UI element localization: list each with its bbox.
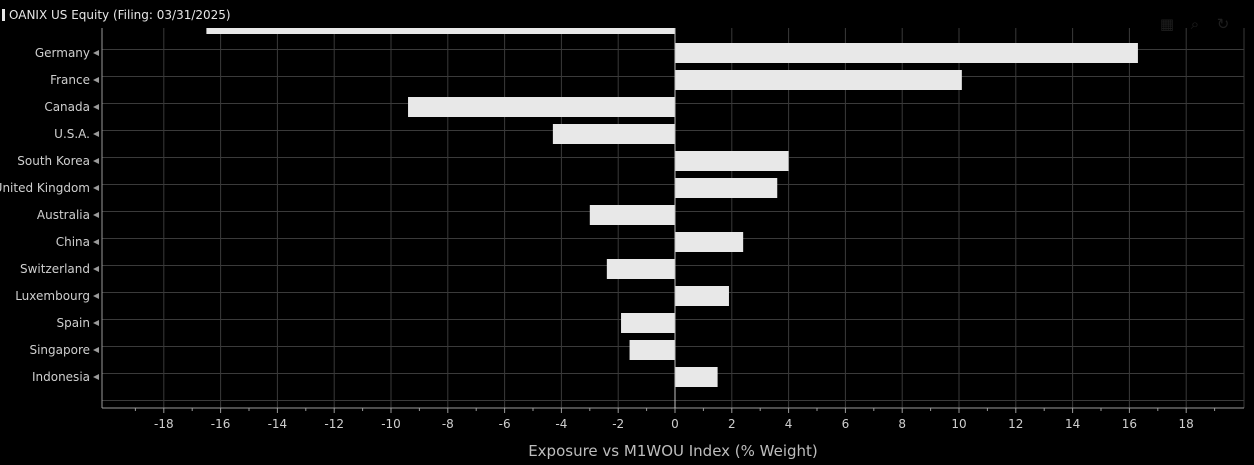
x-tick-label: 4 bbox=[785, 417, 793, 431]
x-tick-label: -16 bbox=[211, 417, 231, 431]
x-tick-label: -2 bbox=[612, 417, 624, 431]
y-tick-marker bbox=[93, 104, 99, 110]
bar-china[interactable] bbox=[675, 232, 744, 252]
x-axis-title: Exposure vs M1WOU Index (% Weight) bbox=[528, 442, 818, 460]
grid-layer bbox=[102, 28, 1245, 408]
bar-australia[interactable] bbox=[589, 205, 675, 225]
y-tick-label: Switzerland bbox=[20, 262, 90, 276]
bar-indonesia[interactable] bbox=[675, 367, 718, 387]
y-tick-marker bbox=[93, 347, 99, 353]
y-tick-label: France bbox=[50, 73, 90, 87]
x-tick-label: 6 bbox=[842, 417, 850, 431]
x-tick-label: 8 bbox=[898, 417, 906, 431]
y-tick-label: Germany bbox=[35, 46, 90, 60]
title-marker bbox=[2, 9, 5, 21]
x-tick-label: 10 bbox=[951, 417, 966, 431]
y-tick-label: Spain bbox=[56, 316, 90, 330]
y-tick-marker bbox=[93, 320, 99, 326]
x-tick-label: -6 bbox=[499, 417, 511, 431]
y-tick-label: Luxembourg bbox=[15, 289, 90, 303]
x-tick-label: -8 bbox=[442, 417, 454, 431]
y-tick-marker bbox=[93, 131, 99, 137]
y-tick-label: United Kingdom bbox=[0, 181, 90, 195]
chart-title-bar: OANIX US Equity (Filing: 03/31/2025) bbox=[0, 6, 231, 24]
x-tick-label: -18 bbox=[154, 417, 174, 431]
x-tick-label: 2 bbox=[728, 417, 736, 431]
bar-france[interactable] bbox=[675, 70, 962, 90]
x-tick-label: -14 bbox=[268, 417, 288, 431]
bar-singapore[interactable] bbox=[629, 340, 675, 360]
y-tick-label: Indonesia bbox=[32, 370, 90, 384]
search-icon[interactable]: ⌕ bbox=[1190, 15, 1200, 33]
y-tick-marker bbox=[93, 374, 99, 380]
x-tick-label: 18 bbox=[1179, 417, 1194, 431]
y-tick-label: China bbox=[56, 235, 90, 249]
x-tick-label: -10 bbox=[381, 417, 401, 431]
bar-canada[interactable] bbox=[408, 97, 675, 117]
bar-spain[interactable] bbox=[621, 313, 675, 333]
y-tick-marker bbox=[93, 50, 99, 56]
chart-toolbar: ▦ ⌕ ↻ bbox=[1158, 15, 1232, 33]
y-tick-label: South Korea bbox=[17, 154, 90, 168]
chart-title: OANIX US Equity (Filing: 03/31/2025) bbox=[9, 8, 231, 22]
x-tick-label: -4 bbox=[555, 417, 567, 431]
y-tick-marker bbox=[93, 158, 99, 164]
bar-top-clipped[interactable] bbox=[206, 28, 675, 34]
bar-south-korea[interactable] bbox=[675, 151, 789, 171]
bar-luxembourg[interactable] bbox=[675, 286, 729, 306]
x-tick-label: 0 bbox=[671, 417, 679, 431]
y-tick-marker bbox=[93, 77, 99, 83]
y-tick-label: U.S.A. bbox=[54, 127, 90, 141]
y-tick-label: Canada bbox=[44, 100, 90, 114]
bar-united-kingdom[interactable] bbox=[675, 178, 778, 198]
y-tick-label: Australia bbox=[37, 208, 90, 222]
y-tick-marker bbox=[93, 266, 99, 272]
bar-germany[interactable] bbox=[675, 43, 1138, 63]
x-tick-label: 16 bbox=[1122, 417, 1137, 431]
y-tick-marker bbox=[93, 185, 99, 191]
y-tick-marker bbox=[93, 293, 99, 299]
x-tick-label: 14 bbox=[1065, 417, 1080, 431]
grid-icon[interactable]: ▦ bbox=[1159, 15, 1175, 33]
x-tick-label: -12 bbox=[324, 417, 344, 431]
bar-u-s-a-[interactable] bbox=[552, 124, 675, 144]
refresh-icon[interactable]: ↻ bbox=[1216, 15, 1230, 33]
bar-switzerland[interactable] bbox=[606, 259, 675, 279]
x-tick-label: 12 bbox=[1008, 417, 1023, 431]
axes-layer: -18 -16 -14 -12 -10 -8 -6 -4 -2 0 2 4 6 8 10 12 14 16 18 Ge… bbox=[0, 28, 1244, 431]
y-tick-marker bbox=[93, 239, 99, 245]
bars-layer bbox=[206, 28, 1138, 387]
y-tick-marker bbox=[93, 212, 99, 218]
y-tick-label: Singapore bbox=[29, 343, 90, 357]
